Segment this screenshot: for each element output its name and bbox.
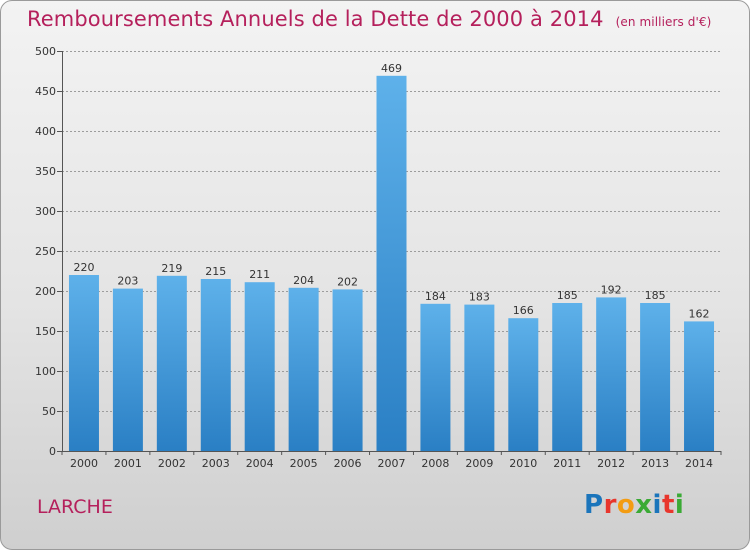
bar (332, 289, 363, 451)
logo-letter: o (616, 490, 636, 520)
data-label: 204 (293, 274, 314, 287)
y-tick-label: 250 (35, 245, 56, 258)
y-tick-label: 300 (35, 205, 56, 218)
bar (464, 304, 495, 451)
data-label: 203 (117, 275, 138, 288)
y-tick-labels: 0 50 100 150 200 250 300 350 400 450 500 (35, 45, 56, 458)
x-tick-label: 2009 (465, 457, 493, 470)
x-tick-label: 2003 (202, 457, 230, 470)
y-tick-label: 400 (35, 125, 56, 138)
data-label: 166 (513, 304, 534, 317)
bar (684, 321, 715, 451)
data-label: 185 (557, 289, 578, 302)
data-label: 219 (161, 262, 182, 275)
y-tick-label: 150 (35, 325, 56, 338)
x-tick-label: 2010 (509, 457, 537, 470)
chart-title: Remboursements Annuels de la Dette de 20… (27, 7, 711, 31)
x-tick-label: 2001 (114, 457, 142, 470)
bar (156, 275, 187, 451)
x-tick-label: 2007 (378, 457, 406, 470)
y-tick-label: 0 (49, 445, 56, 458)
x-tick-labels: 2000 2001 2002 2003 2004 2005 2006 2007 2008 2009… (70, 457, 713, 470)
data-labels: 220 203 219 215 211 204 202 469 184 183 166 185 192 1… (73, 62, 709, 321)
y-tick-label: 500 (35, 45, 56, 58)
data-label: 185 (645, 289, 666, 302)
x-tick-label: 2006 (334, 457, 362, 470)
bar (200, 279, 231, 451)
data-label: 192 (601, 283, 622, 296)
logo-letter: i (652, 490, 662, 520)
data-label: 215 (205, 265, 226, 278)
x-tick-label: 2004 (246, 457, 274, 470)
y-tick-label: 450 (35, 85, 56, 98)
bar (376, 75, 407, 452)
y-tick-label: 50 (42, 405, 56, 418)
x-tick-label: 2000 (70, 457, 98, 470)
data-label: 184 (425, 290, 446, 303)
y-tick-label: 350 (35, 165, 56, 178)
proxiti-logo: Proxiti (584, 490, 684, 520)
chart-title-text: Remboursements Annuels de la Dette de 20… (27, 7, 604, 31)
y-tick-label: 200 (35, 285, 56, 298)
bars (68, 75, 715, 452)
x-tick-label: 2005 (290, 457, 318, 470)
data-label: 183 (469, 291, 490, 304)
x-tick-label: 2002 (158, 457, 186, 470)
logo-letter: P (584, 490, 604, 520)
bar (288, 287, 319, 451)
data-label: 469 (381, 62, 402, 75)
bar (244, 282, 275, 451)
logo-letter: t (661, 490, 675, 520)
location-label: LARCHE (37, 496, 113, 518)
x-tick-label: 2014 (685, 457, 713, 470)
bar (112, 288, 143, 451)
data-label: 220 (73, 261, 94, 274)
bar (420, 303, 451, 451)
x-tick-label: 2012 (597, 457, 625, 470)
y-tick-label: 100 (35, 365, 56, 378)
logo-letter: r (603, 490, 617, 520)
logo-letter: i (674, 490, 685, 520)
bar (552, 303, 583, 451)
bar (596, 297, 627, 451)
x-tick-label: 2011 (553, 457, 581, 470)
bar (508, 318, 539, 451)
bar (640, 303, 671, 451)
data-label: 162 (689, 307, 710, 320)
logo-letter: x (635, 490, 653, 520)
bar (68, 275, 99, 451)
x-tick-label: 2013 (641, 457, 669, 470)
x-tick-label: 2008 (421, 457, 449, 470)
axes (57, 51, 722, 455)
data-label: 202 (337, 275, 358, 288)
chart-unit: (en milliers d'€) (615, 15, 712, 29)
data-label: 211 (249, 268, 270, 281)
